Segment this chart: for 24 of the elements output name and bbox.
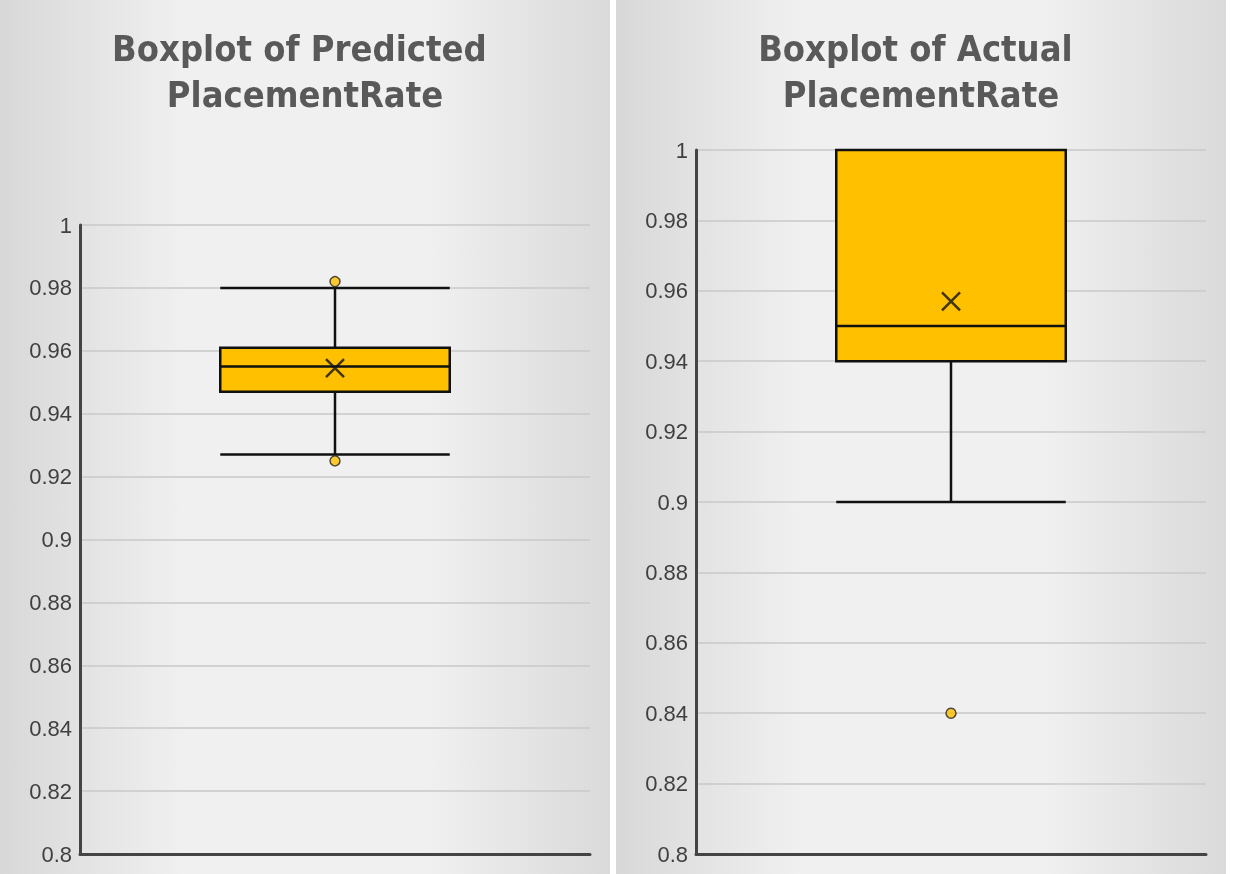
y-tick-label: 0.84 [29,715,72,741]
y-tick-label: 0.94 [645,348,688,374]
y-tick-label: 1 [675,137,688,163]
y-tick-label: 0.92 [645,419,688,445]
chart-title: Boxplot of Predicted PlacementRate [112,27,498,115]
y-tick-label: 0.86 [645,630,688,656]
y-tick-label: 0.96 [29,338,72,364]
chart-title: Boxplot of Actual PlacementRate [758,27,1084,115]
y-tick-label: 0.98 [645,207,688,233]
y-tick-label: 0.82 [645,771,688,797]
y-tick-label: 0.9 [41,527,72,552]
y-tick-label: 0.88 [645,559,688,585]
y-tick-label: 0.9 [657,489,688,515]
y-tick-label: 0.94 [29,401,72,427]
y-tick-label: 0.86 [29,652,72,678]
y-tick-label: 0.8 [657,841,688,867]
y-tick-label: 0.96 [645,278,688,304]
y-tick-label: 0.88 [29,589,72,615]
y-tick-label: 0.92 [29,464,72,490]
y-tick-label: 0.8 [41,841,72,867]
y-tick-label: 0.84 [645,700,688,726]
y-tick-label: 0.98 [29,275,72,301]
y-tick-label: 0.82 [29,778,72,804]
y-tick-label: 1 [59,212,72,238]
